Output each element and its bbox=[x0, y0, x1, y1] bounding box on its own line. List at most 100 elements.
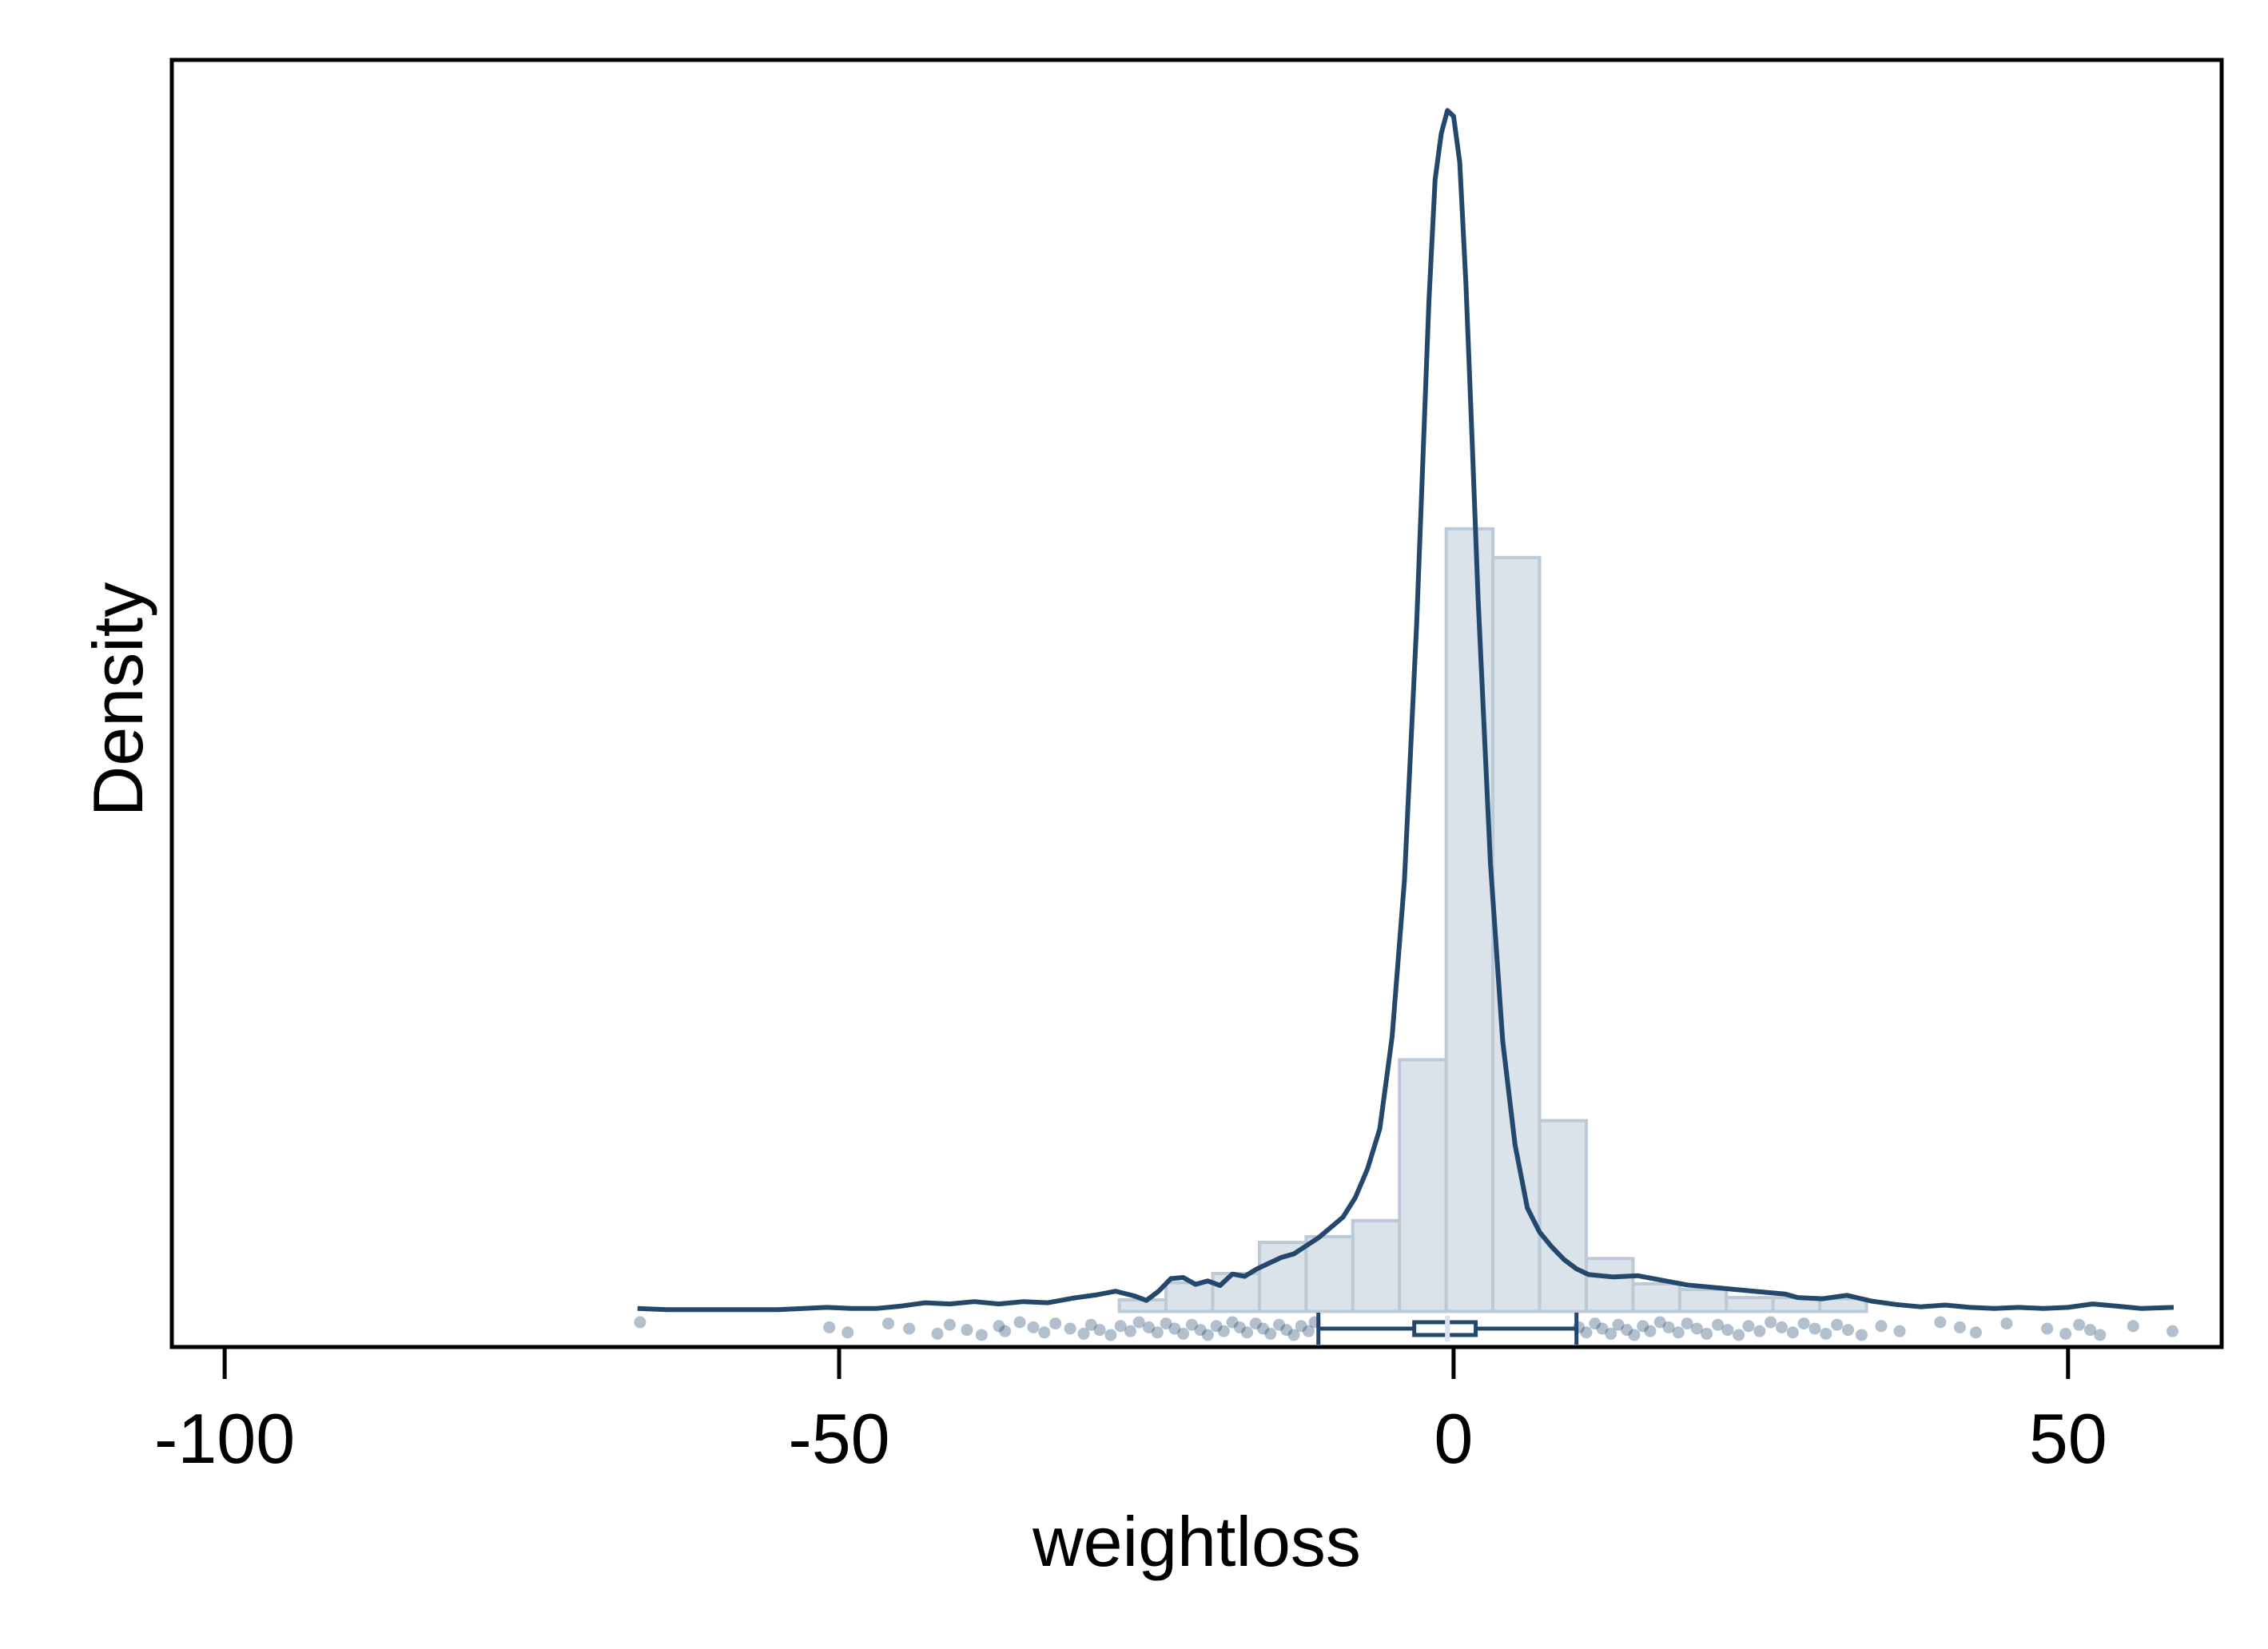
histogram-bar bbox=[1304, 1234, 1355, 1313]
data-point bbox=[1786, 1326, 1799, 1339]
x-tick-label: -50 bbox=[788, 1399, 889, 1478]
histogram-bar bbox=[1725, 1296, 1775, 1313]
data-point bbox=[993, 1320, 1005, 1333]
histogram-bar bbox=[1491, 555, 1542, 1313]
data-point bbox=[1124, 1325, 1136, 1337]
data-point bbox=[1308, 1316, 1321, 1329]
boxplot bbox=[1316, 1312, 1579, 1345]
data-point bbox=[1273, 1318, 1286, 1331]
data-point bbox=[931, 1327, 944, 1340]
data-point bbox=[1742, 1320, 1755, 1333]
histogram-bar bbox=[1164, 1281, 1215, 1313]
boxplot-box bbox=[1412, 1320, 1478, 1337]
data-point bbox=[943, 1318, 956, 1331]
data-point bbox=[1797, 1317, 1810, 1330]
data-point bbox=[999, 1325, 1012, 1337]
data-point bbox=[1217, 1325, 1230, 1337]
histogram-bar bbox=[1117, 1298, 1168, 1313]
x-tick-label: -100 bbox=[154, 1399, 295, 1478]
raw-data-points bbox=[634, 1316, 2178, 1341]
data-point bbox=[1612, 1318, 1625, 1331]
data-point bbox=[2000, 1317, 2013, 1330]
histogram-bars bbox=[1117, 526, 1868, 1313]
data-point bbox=[1151, 1326, 1164, 1339]
histogram-bar bbox=[1398, 1058, 1448, 1313]
histogram-bar bbox=[1351, 1218, 1402, 1313]
data-point bbox=[1185, 1318, 1198, 1331]
data-point bbox=[1249, 1317, 1262, 1330]
data-point bbox=[1084, 1318, 1097, 1331]
data-point bbox=[1765, 1316, 1777, 1329]
data-point bbox=[1831, 1318, 1844, 1331]
data-point bbox=[1226, 1316, 1239, 1329]
data-point bbox=[1721, 1324, 1734, 1337]
data-point bbox=[1605, 1327, 1617, 1340]
x-axis: -100 -50 0 50 bbox=[154, 1347, 2107, 1478]
data-point bbox=[1662, 1321, 1675, 1333]
data-point bbox=[1038, 1326, 1051, 1339]
data-point bbox=[882, 1317, 895, 1330]
data-point bbox=[1820, 1327, 1832, 1340]
histogram-bar bbox=[1584, 1257, 1635, 1313]
data-point bbox=[2094, 1329, 2107, 1341]
data-point bbox=[1064, 1322, 1076, 1335]
data-point bbox=[823, 1321, 836, 1333]
data-point bbox=[1143, 1321, 1156, 1333]
data-point bbox=[1653, 1316, 1666, 1329]
data-point bbox=[1160, 1317, 1172, 1330]
data-point bbox=[1233, 1321, 1246, 1333]
data-point bbox=[1934, 1316, 1947, 1329]
data-point bbox=[1621, 1324, 1633, 1337]
data-point bbox=[1733, 1329, 1745, 1341]
data-point bbox=[1114, 1320, 1127, 1333]
histogram-bar bbox=[1211, 1271, 1261, 1313]
plot-frame bbox=[169, 58, 2224, 1349]
data-point bbox=[842, 1326, 854, 1339]
data-point bbox=[1690, 1322, 1703, 1335]
data-point bbox=[1893, 1325, 1906, 1337]
data-point bbox=[1672, 1326, 1685, 1339]
data-point bbox=[1194, 1324, 1207, 1337]
histogram-bar bbox=[1677, 1288, 1729, 1313]
data-point bbox=[1104, 1329, 1117, 1341]
data-point bbox=[1842, 1324, 1855, 1337]
x-axis-title: weightloss bbox=[1032, 1502, 1361, 1581]
data-point bbox=[1589, 1317, 1602, 1330]
data-point bbox=[1681, 1317, 1693, 1330]
data-point bbox=[1580, 1326, 1593, 1339]
histogram-bar bbox=[1818, 1297, 1868, 1313]
x-tick-label: 0 bbox=[1434, 1399, 1473, 1478]
data-point bbox=[1953, 1321, 1966, 1333]
data-point bbox=[1287, 1329, 1300, 1341]
data-point bbox=[1701, 1327, 1713, 1340]
data-point bbox=[1201, 1329, 1214, 1341]
data-point bbox=[1855, 1329, 1868, 1341]
data-point bbox=[1132, 1316, 1145, 1329]
data-point bbox=[1168, 1322, 1181, 1335]
data-point bbox=[1596, 1322, 1609, 1335]
data-point bbox=[1295, 1320, 1307, 1333]
data-point bbox=[2166, 1325, 2178, 1337]
histogram-bar bbox=[1538, 1119, 1588, 1313]
histogram-bar bbox=[1444, 526, 1495, 1313]
data-point bbox=[1280, 1324, 1293, 1337]
data-point bbox=[2059, 1327, 2072, 1340]
data-point bbox=[1573, 1321, 1586, 1333]
data-point bbox=[1093, 1324, 1106, 1337]
data-point bbox=[1628, 1329, 1641, 1341]
data-point bbox=[1969, 1326, 1982, 1339]
data-point bbox=[1644, 1325, 1657, 1337]
data-point bbox=[1712, 1318, 1725, 1331]
x-tick-label: 50 bbox=[2029, 1399, 2107, 1478]
data-point bbox=[634, 1316, 647, 1329]
data-point bbox=[2083, 1324, 2096, 1337]
data-point bbox=[1775, 1321, 1788, 1333]
data-point bbox=[903, 1322, 916, 1335]
data-point bbox=[1264, 1327, 1277, 1340]
data-point bbox=[1875, 1320, 1888, 1333]
data-point bbox=[1013, 1316, 1026, 1329]
histogram-bar bbox=[1257, 1241, 1308, 1313]
data-point bbox=[1210, 1320, 1223, 1333]
data-point bbox=[1077, 1327, 1090, 1340]
